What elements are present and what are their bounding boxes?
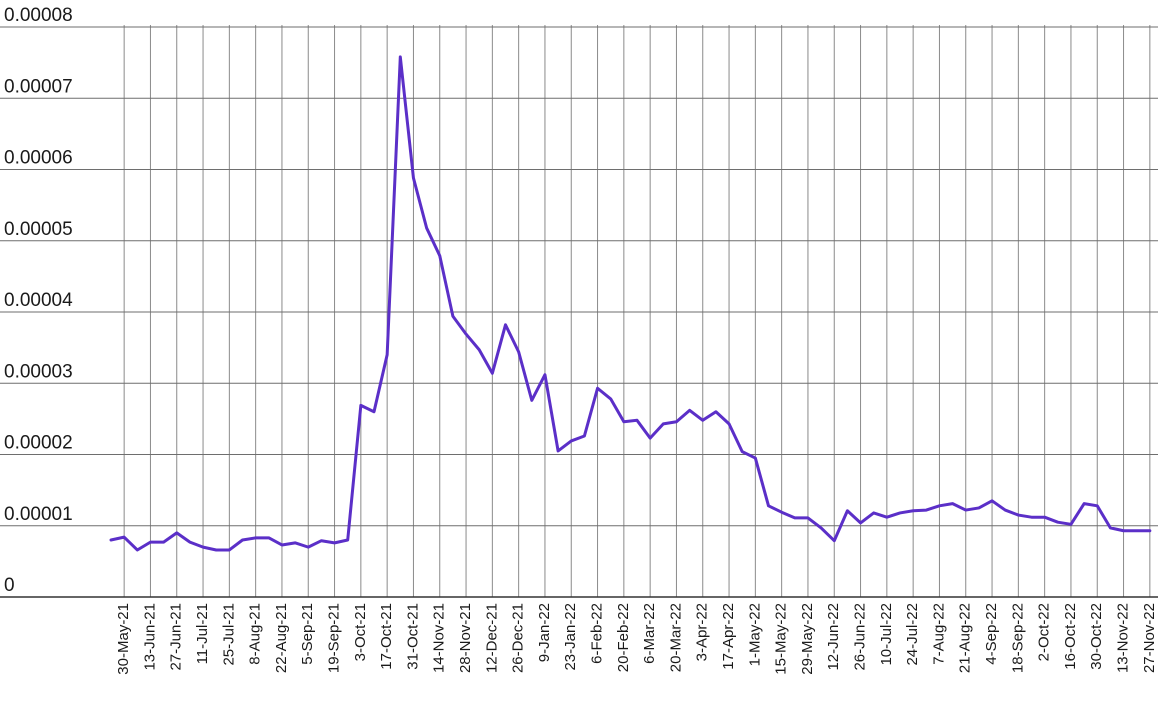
x-tick-label: 12-Jun-22: [825, 603, 842, 671]
x-tick-label: 4-Sep-22: [983, 603, 1000, 665]
x-tick-label: 28-Nov-21: [457, 603, 474, 673]
x-tick-label: 3-Apr-22: [694, 603, 711, 661]
x-tick-label: 24-Jul-22: [904, 603, 921, 666]
x-tick-label: 18-Sep-22: [1009, 603, 1026, 673]
x-tick-label: 5-Sep-21: [299, 603, 316, 665]
x-tick-label: 11-Jul-21: [194, 603, 211, 664]
x-tick-label: 6-Mar-22: [641, 603, 658, 664]
x-tick-label: 23-Jan-22: [562, 603, 579, 671]
x-tick-label: 22-Aug-21: [273, 603, 290, 673]
x-tick-label: 7-Aug-22: [930, 603, 947, 665]
y-tick-label: 0.00003: [4, 361, 73, 382]
x-tick-label: 10-Jul-22: [878, 603, 895, 666]
x-tick-label: 17-Oct-21: [378, 603, 395, 670]
x-tick-label: 20-Feb-22: [615, 603, 632, 672]
x-tick-label: 27-Jun-21: [168, 603, 185, 671]
x-tick-label: 19-Sep-21: [326, 603, 343, 673]
x-tick-label: 26-Jun-22: [852, 603, 869, 671]
x-tick-label: 21-Aug-22: [957, 603, 974, 673]
x-tick-label: 15-May-22: [773, 603, 790, 675]
x-tick-label: 30-May-21: [115, 603, 132, 675]
x-tick-label: 29-May-22: [799, 603, 816, 675]
x-tick-label: 6-Feb-22: [589, 603, 606, 664]
y-tick-label: 0: [4, 575, 15, 596]
x-tick-label: 12-Dec-21: [483, 603, 500, 673]
x-tick-label: 20-Mar-22: [667, 603, 684, 672]
x-tick-label: 16-Oct-22: [1062, 603, 1079, 670]
x-tick-label: 26-Dec-21: [510, 603, 527, 673]
x-tick-label: 1-May-22: [746, 603, 763, 666]
y-tick-label: 0.00004: [4, 290, 73, 311]
y-tick-label: 0.00005: [4, 219, 73, 240]
x-tick-label: 31-Oct-21: [404, 603, 421, 670]
x-tick-label: 17-Apr-22: [720, 603, 737, 670]
x-tick-label: 25-Jul-21: [220, 603, 237, 666]
data-line: [109, 55, 1152, 552]
x-tick-label: 9-Jan-22: [536, 603, 553, 662]
x-tick-label: 3-Oct-21: [352, 603, 369, 661]
y-tick-label: 0.00002: [4, 433, 73, 454]
x-tick-label: 14-Nov-21: [431, 603, 448, 673]
y-tick-label: 0.00007: [4, 76, 73, 97]
x-tick-label: 13-Jun-21: [141, 603, 158, 671]
x-tick-label: 13-Nov-22: [1115, 603, 1132, 673]
x-tick-label: 30-Oct-22: [1088, 603, 1105, 670]
y-tick-label: 0.00008: [4, 5, 73, 26]
y-tick-label: 0.00001: [4, 504, 73, 525]
y-tick-label: 0.00006: [4, 148, 73, 169]
x-tick-label: 2-Oct-22: [1036, 603, 1053, 661]
x-tick-label: 27-Nov-22: [1141, 603, 1158, 673]
x-tick-label: 8-Aug-21: [247, 603, 264, 665]
